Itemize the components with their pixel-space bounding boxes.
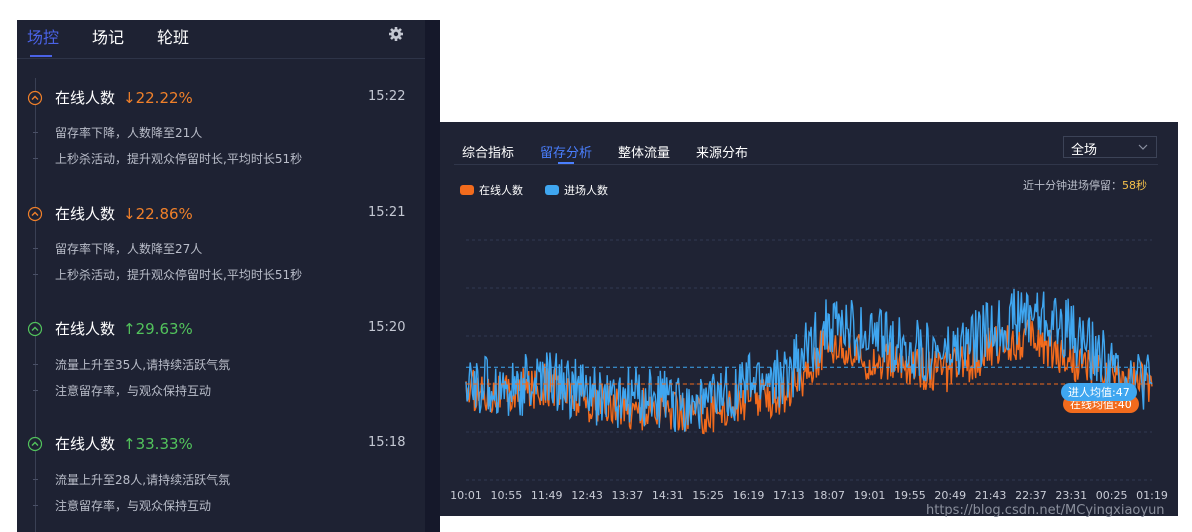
x-tick-label: 21:43 bbox=[974, 489, 1007, 502]
chevron-up-circle-icon bbox=[27, 436, 43, 452]
watermark-url: https://blog.csdn.net/MCyingxiaoyun bbox=[926, 503, 1165, 518]
event-detail: 上秒杀活动，提升观众停留时长,平均时长51秒 bbox=[55, 152, 303, 166]
x-tick-label: 16:19 bbox=[732, 489, 765, 502]
detail-tick bbox=[33, 364, 38, 365]
tab-retention-analysis[interactable]: 留存分析 bbox=[540, 146, 593, 161]
tab-source-distribution[interactable]: 来源分布 bbox=[696, 146, 749, 161]
x-tick-label: 15:25 bbox=[692, 489, 724, 502]
event-change-up: ↑33.33% bbox=[123, 435, 193, 453]
detail-tick bbox=[33, 479, 38, 480]
tab-field-notes[interactable]: 场记 bbox=[92, 28, 125, 47]
tab-field-control[interactable]: 场控 bbox=[27, 28, 60, 47]
event-detail: 留存率下降，人数降至27人 bbox=[55, 242, 203, 256]
active-tab-indicator bbox=[558, 162, 574, 164]
left-tab-bar: 场控 场记 轮班 bbox=[17, 20, 427, 59]
scope-select[interactable]: 全场 bbox=[1063, 136, 1157, 158]
scope-select-value: 全场 bbox=[1071, 143, 1098, 158]
x-tick-label: 20:49 bbox=[934, 489, 967, 502]
event-title: 在线人数 ↑29.63% bbox=[55, 320, 193, 338]
detail-tick bbox=[33, 132, 38, 133]
event-time: 15:22 bbox=[368, 89, 406, 104]
retention-analysis-panel: 综合指标 留存分析 整体流量 来源分布 全场 在线人数 进场人数 近十分钟进场停… bbox=[440, 122, 1178, 516]
event-change-down: ↓22.86% bbox=[123, 205, 193, 223]
right-tab-bar: 综合指标 留存分析 整体流量 来源分布 全场 bbox=[440, 122, 1178, 165]
event-detail: 流量上升至35人,请持续活跃气氛 bbox=[55, 358, 231, 372]
event-detail: 注意留存率，与观众保持互动 bbox=[55, 384, 212, 398]
legend-enter[interactable]: 进场人数 bbox=[545, 182, 608, 198]
legend-swatch-enter bbox=[545, 185, 559, 195]
x-tick-label: 13:37 bbox=[611, 489, 644, 502]
x-tick-label: 01:19 bbox=[1136, 489, 1168, 502]
x-tick-label: 19:01 bbox=[853, 489, 886, 502]
x-tick-label: 00:25 bbox=[1095, 489, 1128, 502]
x-tick-label: 11:49 bbox=[530, 489, 563, 502]
event-detail: 上秒杀活动，提升观众停留时长,平均时长51秒 bbox=[55, 268, 303, 282]
timeline-line bbox=[35, 78, 36, 532]
enter-average-badge: 进人均值:47 bbox=[1061, 383, 1137, 401]
chevron-down-icon bbox=[1138, 144, 1148, 150]
event-time: 15:18 bbox=[368, 435, 406, 450]
x-tick-label: 14:31 bbox=[651, 489, 684, 502]
chevron-up-circle-icon bbox=[27, 321, 43, 337]
event-detail: 留存率下降，人数降至21人 bbox=[55, 126, 203, 140]
x-tick-label: 19:55 bbox=[894, 489, 926, 502]
chevron-up-circle-icon bbox=[27, 206, 43, 222]
tab-shift[interactable]: 轮班 bbox=[157, 28, 190, 47]
event-detail: 流量上升至28人,请持续活跃气氛 bbox=[55, 473, 231, 487]
event-change-up: ↑29.63% bbox=[123, 320, 193, 338]
chevron-up-circle-icon bbox=[27, 90, 43, 106]
event-time: 15:21 bbox=[368, 205, 406, 220]
detail-tick bbox=[33, 390, 38, 391]
detail-tick bbox=[33, 274, 38, 275]
event-title: 在线人数 ↓22.22% bbox=[55, 89, 193, 107]
recent-stay-value: 58秒 bbox=[1122, 179, 1147, 192]
gear-icon[interactable] bbox=[388, 26, 404, 42]
x-tick-label: 10:55 bbox=[490, 489, 523, 502]
detail-tick bbox=[33, 158, 38, 159]
live-control-panel: 场控 场记 轮班 在线人数 ↓22.22% 15:22 留存率下降，人数降至21人… bbox=[17, 20, 440, 532]
x-tick-label: 22:37 bbox=[1015, 489, 1047, 502]
event-change-down: ↓22.22% bbox=[123, 89, 193, 107]
panel-divider bbox=[425, 20, 440, 532]
x-tick-label: 23:31 bbox=[1055, 489, 1088, 502]
x-tick-label: 17:13 bbox=[772, 489, 805, 502]
recent-stay-note: 近十分钟进场停留：58秒 bbox=[1023, 179, 1147, 192]
x-tick-label: 18:07 bbox=[813, 489, 846, 502]
active-tab-indicator bbox=[30, 55, 52, 57]
detail-tick bbox=[33, 248, 38, 249]
detail-tick bbox=[33, 505, 38, 506]
tab-bar-border bbox=[454, 164, 1158, 165]
event-title: 在线人数 ↓22.86% bbox=[55, 205, 193, 223]
event-time: 15:20 bbox=[368, 320, 406, 335]
x-tick-label: 12:43 bbox=[571, 489, 603, 502]
series-line-enter bbox=[465, 288, 1153, 432]
tab-overall-metrics[interactable]: 综合指标 bbox=[462, 146, 515, 161]
retention-line-chart bbox=[465, 239, 1153, 481]
tab-overall-traffic[interactable]: 整体流量 bbox=[618, 146, 671, 161]
event-detail: 注意留存率，与观众保持互动 bbox=[55, 499, 212, 513]
legend-swatch-online bbox=[460, 185, 474, 195]
legend-online[interactable]: 在线人数 bbox=[460, 182, 523, 198]
event-title: 在线人数 ↑33.33% bbox=[55, 435, 193, 453]
x-tick-label: 10:01 bbox=[450, 489, 482, 502]
